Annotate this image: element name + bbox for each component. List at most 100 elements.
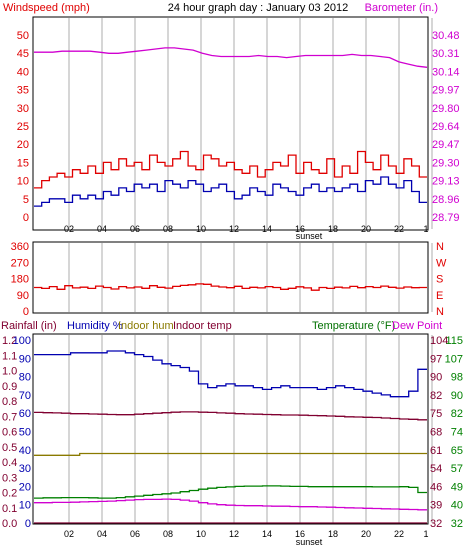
x-tick-label: 12 [229, 224, 239, 234]
temperature-series-line [34, 485, 427, 499]
temp-b-tick: 49 [451, 481, 463, 493]
temperature-ticks-a: 32 39 46 54 61 68 75 82 90 97 104 [430, 335, 448, 530]
humidity-ticks: 0 10 20 30 40 50 60 70 80 90 100 [13, 335, 31, 530]
rainfall-tick: 1.1 [2, 350, 17, 362]
barometer-tick: 30.14 [432, 66, 460, 78]
x-tick-label: 14 [262, 529, 272, 539]
indoor_hum-series-line [34, 452, 427, 456]
barometer-axis-label: Barometer (in.) [365, 2, 438, 14]
barometer-tick: 29.13 [432, 176, 460, 188]
temp-a-tick: 54 [430, 463, 442, 475]
rainfall-tick: 0.6 [2, 427, 17, 439]
windspeed-tick: 50 [17, 30, 29, 42]
x-tick-label: 1 [423, 529, 428, 539]
barometer-tick: 29.80 [432, 103, 460, 115]
humidity-tick: 90 [19, 353, 31, 365]
barometer-tick: 29.64 [432, 121, 460, 133]
x-tick-label: 16 [295, 224, 305, 234]
temp-b-tick: 74 [451, 427, 463, 439]
sunset-label-1: sunset [296, 231, 323, 241]
x-tick-label: 22 [394, 224, 404, 234]
x-tick-label: 12 [229, 529, 239, 539]
windspeed-tick: 10 [17, 176, 29, 188]
panel2-series [34, 283, 427, 291]
x-tick-label: 20 [361, 224, 371, 234]
humidity-tick: 50 [19, 427, 31, 439]
rainfall-tick: 0.7 [2, 411, 17, 423]
panel3-grid [68, 335, 433, 523]
rainfall-tick: 0.5 [2, 442, 17, 454]
windspeed-ticks: 0 5 10 15 20 25 30 35 40 45 50 [17, 30, 29, 224]
wind_direction-series-line [34, 283, 427, 291]
humidity-tick: 10 [19, 500, 31, 512]
humidity-tick: 20 [19, 481, 31, 493]
x-tick-label: 10 [196, 224, 206, 234]
windspeed-tick: 45 [17, 48, 29, 60]
x-tick-label: 02 [64, 224, 74, 234]
legend-indoor-hum: Indoor hum [118, 320, 174, 332]
indoor_temp-series-line [34, 411, 427, 421]
panel3-series [34, 350, 427, 524]
rainfall-tick: 0.8 [2, 396, 17, 408]
windspeed-tick: 40 [17, 66, 29, 78]
direction-degree-tick: 90 [17, 290, 29, 302]
barometer-ticks: 28.79 28.96 29.13 29.30 29.47 29.64 29.80 29.97… [432, 30, 460, 224]
humidity-tick: 70 [19, 390, 31, 402]
temp-a-tick: 75 [430, 408, 442, 420]
windspeed-axis-label: Windspeed (mph) [3, 2, 90, 14]
humidity-tick: 0 [25, 518, 31, 530]
humidity-tick: 80 [19, 372, 31, 384]
legend-rainfall: Rainfall (in) [1, 320, 57, 332]
x-tick-label: 16 [295, 529, 305, 539]
temp-b-tick: 107 [445, 353, 463, 365]
direction-compass-tick: N [436, 306, 444, 318]
dew_point-series-line [34, 498, 427, 511]
windspeed-tick: 5 [23, 194, 29, 206]
x-tick-label: 10 [196, 529, 206, 539]
rainfall-ticks: 0.0 0.1 0.2 0.3 0.4 0.5 0.6 0.7 0.8 0.9 1.0 1.1 1.2 [2, 335, 17, 530]
x-tick-label: 20 [361, 529, 371, 539]
temp-b-tick: 115 [445, 335, 463, 347]
direction-degree-tick: 360 [11, 241, 29, 253]
temp-b-tick: 98 [451, 372, 463, 384]
windspeed-tick: 25 [17, 121, 29, 133]
windspeed-tick: 30 [17, 103, 29, 115]
barometer-tick: 29.97 [432, 85, 460, 97]
direction-degree-tick: 0 [23, 306, 29, 318]
rainfall-tick: 0.1 [2, 503, 17, 515]
temperature-ticks-b: 32 40 49 57 65 74 82 90 98 107 115 [445, 335, 463, 530]
temp-b-tick: 40 [451, 500, 463, 512]
direction-compass-tick: W [436, 257, 447, 269]
temp-a-tick: 97 [430, 353, 442, 365]
x-tick-label: 18 [328, 529, 338, 539]
temp-b-tick: 65 [451, 445, 463, 457]
barometer-series-line [34, 47, 428, 68]
x-tick-label: 06 [130, 224, 140, 234]
x-tick-label: 06 [130, 529, 140, 539]
x-tick-label: 04 [97, 224, 107, 234]
x-tick-label: 1 [423, 224, 428, 234]
legend-humidity: Humidity % [67, 320, 123, 332]
direction-degree-tick: 180 [11, 274, 29, 286]
rainfall-tick: 1.2 [2, 335, 17, 347]
panel2-frame [32, 241, 429, 314]
direction-compass-tick: N [436, 241, 444, 253]
legend-dew-point: Dew Point [392, 320, 442, 332]
windspeed-tick: 20 [17, 139, 29, 151]
temp-b-tick: 82 [451, 408, 463, 420]
temp-a-tick: 68 [430, 427, 442, 439]
barometer-tick: 28.96 [432, 194, 460, 206]
sunset-label-3: sunset [296, 537, 323, 547]
temp-a-tick: 46 [430, 481, 442, 493]
x-tick-label: 08 [163, 224, 173, 234]
wind_avg-series-line [34, 176, 427, 207]
x-tick-label: 08 [163, 529, 173, 539]
temp-b-tick: 32 [451, 518, 463, 530]
temp-b-tick: 57 [451, 463, 463, 475]
temp-b-tick: 90 [451, 390, 463, 402]
x-tick-label: 18 [328, 224, 338, 234]
rainfall-tick: 0.9 [2, 381, 17, 393]
x-tick-label: 14 [262, 224, 272, 234]
legend-indoor-temp: Indoor temp [173, 320, 232, 332]
